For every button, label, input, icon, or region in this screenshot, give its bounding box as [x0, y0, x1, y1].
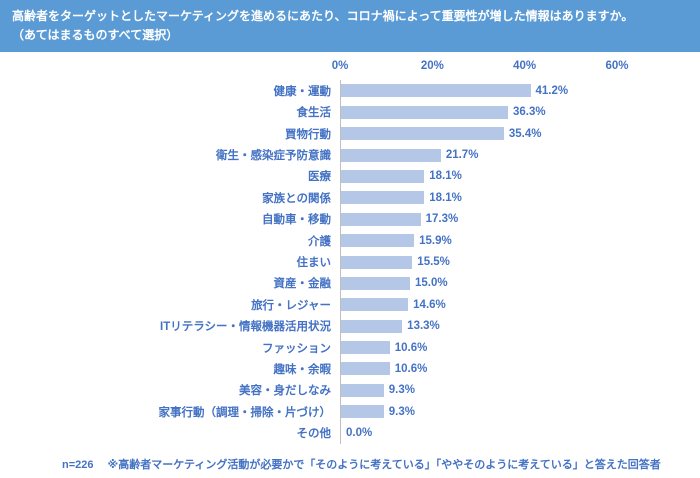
bar	[341, 234, 415, 248]
chart-title: 高齢者をターゲットとしたマーケティングを進めるにあたり、コロナ禍によって重要性が…	[0, 0, 700, 53]
bar-track: 15.5%	[340, 251, 617, 273]
bar-row: 美容・身だしなみ 9.3%	[0, 379, 700, 402]
x-axis-tick: 20%	[420, 60, 444, 73]
bar-row: ファッション 10.6%	[0, 336, 700, 359]
chart-title-line1: 高齢者をターゲットとしたマーケティングを進めるにあたり、コロナ禍によって重要性が…	[12, 9, 634, 23]
x-axis: 0% 20% 40% 60%	[332, 60, 629, 80]
bar	[341, 405, 384, 419]
bar-rows: 健康・運動 41.2% 食生活 36.3% 買物行動 35.4% 衛生・感染症予防意識 21.…	[0, 80, 700, 444]
footnote-text: ※高齢者マーケティング活動が必要かで「そのように考えている」「ややそのように考え…	[107, 458, 661, 471]
bar-track: 9.3%	[340, 379, 617, 402]
bar-row: 資産・金融 15.0%	[0, 272, 700, 295]
bar-row: 家族との関係 18.1%	[0, 187, 700, 209]
category-label: 旅行・レジャー	[251, 299, 331, 312]
bar-track: 17.3%	[340, 208, 617, 230]
bar	[341, 127, 504, 141]
value-label: 15.9%	[419, 234, 452, 247]
category-label: 健康・運動	[273, 85, 332, 98]
category-label: 自動車・移動	[262, 214, 331, 227]
value-label: 13.3%	[407, 320, 440, 333]
bar-track: 35.4%	[340, 122, 617, 145]
value-label: 15.0%	[415, 277, 448, 290]
bar	[341, 319, 403, 333]
bar-row: ITリテラシー・情報機器活用状況 13.3%	[0, 315, 700, 337]
bar-track: 10.6%	[340, 358, 617, 380]
x-axis-tick: 0%	[331, 60, 349, 73]
footnote: n=226 ※高齢者マーケティング活動が必要かで「そのように考えている」「ややその…	[0, 456, 700, 472]
bar	[341, 362, 390, 376]
value-label: 14.6%	[413, 298, 446, 311]
bar-row: 医療 18.1%	[0, 165, 700, 188]
x-axis-tick: 60%	[605, 60, 629, 73]
category-label: ファッション	[262, 342, 331, 355]
bar	[341, 298, 409, 312]
value-label: 41.2%	[535, 84, 569, 97]
category-label: 家族との関係	[262, 192, 331, 205]
bar-track: 0.0%	[340, 422, 617, 444]
sample-size: n=226	[62, 458, 94, 471]
category-label: ITリテラシー・情報機器活用状況	[160, 321, 331, 334]
value-label: 21.7%	[445, 149, 479, 162]
bar-track: 15.0%	[340, 272, 617, 295]
bar-track: 9.3%	[340, 401, 617, 423]
category-label: 趣味・余暇	[273, 363, 332, 376]
bar-row: 衛生・感染症予防意識 21.7%	[0, 144, 700, 166]
bar	[341, 148, 441, 162]
bar-row: 買物行動 35.4%	[0, 122, 700, 145]
bar	[341, 212, 421, 226]
value-label: 9.3%	[388, 384, 415, 397]
bar-row: 旅行・レジャー 14.6%	[0, 294, 700, 316]
bar-row: 自動車・移動 17.3%	[0, 208, 700, 230]
value-label: 35.4%	[508, 127, 542, 140]
bar-row: 家事行動（調理・掃除・片づけ） 9.3%	[0, 401, 700, 423]
value-label: 18.1%	[429, 170, 462, 183]
bar-row: 健康・運動 41.2%	[0, 80, 700, 102]
category-label: 医療	[308, 171, 331, 184]
value-label: 15.5%	[417, 256, 450, 268]
category-label: 家事行動（調理・掃除・片づけ）	[158, 406, 332, 419]
value-label: 0.0%	[346, 427, 373, 440]
bar	[341, 191, 425, 205]
category-label: 介護	[308, 235, 331, 248]
chart-title-line2: （あてはまるものすべて選択）	[12, 27, 179, 42]
bar-track: 15.9%	[340, 229, 617, 252]
value-label: 36.3%	[512, 106, 546, 119]
bar-track: 14.6%	[340, 294, 617, 316]
bar-row: その他 0.0%	[0, 422, 700, 444]
category-label: その他	[296, 428, 332, 441]
value-label: 17.3%	[425, 213, 459, 226]
value-label: 10.6%	[394, 362, 428, 375]
value-label: 9.3%	[388, 405, 415, 418]
bar-track: 18.1%	[340, 165, 617, 188]
bar-track: 13.3%	[340, 315, 617, 337]
value-label: 18.1%	[429, 191, 462, 204]
bar	[341, 276, 410, 290]
category-label: 美容・身だしなみ	[239, 385, 331, 398]
bar	[341, 105, 508, 119]
bar-row: 趣味・余暇 10.6%	[0, 358, 700, 380]
bar	[341, 255, 413, 269]
category-label: 衛生・感染症予防意識	[216, 150, 331, 163]
category-label: 住まい	[296, 257, 332, 269]
bar	[341, 383, 384, 397]
category-label: 資産・金融	[273, 278, 332, 291]
bar-chart: 0% 20% 40% 60% 健康・運動 41.2% 食生活 36.3% 買物行動 35.…	[0, 60, 700, 444]
bar	[341, 84, 531, 98]
x-axis-tick: 40%	[513, 60, 537, 73]
bar	[341, 169, 425, 183]
category-label: 買物行動	[285, 128, 331, 141]
bar	[341, 341, 390, 355]
bar-track: 21.7%	[340, 144, 617, 166]
bar-row: 食生活 36.3%	[0, 101, 700, 123]
bar-track: 10.6%	[340, 336, 617, 359]
bar-row: 介護 15.9%	[0, 229, 700, 252]
bar-row: 住まい 15.5%	[0, 251, 700, 273]
bar-track: 41.2%	[340, 80, 617, 102]
bar-track: 36.3%	[340, 101, 617, 123]
bar-track: 18.1%	[340, 187, 617, 209]
category-label: 食生活	[296, 107, 332, 120]
value-label: 10.6%	[394, 341, 428, 354]
